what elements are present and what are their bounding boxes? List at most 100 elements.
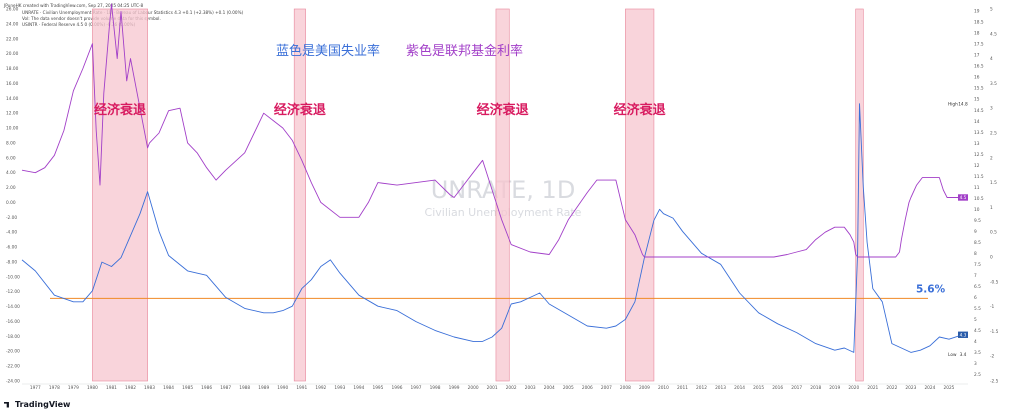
inner-axis-tick-label: 4.5	[974, 328, 981, 334]
x-axis-tick-label: 1979	[68, 385, 79, 391]
right-axis-tick-label: 0.5	[990, 230, 997, 236]
x-axis-tick-label: 2016	[772, 385, 783, 391]
price-high-text: High	[948, 101, 958, 107]
left-axis-tick-label: -12.00	[6, 289, 20, 295]
recession-band	[495, 8, 510, 382]
left-axis-tick-label: 24.00	[6, 21, 19, 27]
left-axis-tick-label: -8.00	[6, 259, 17, 265]
x-axis-tick-label: 2023	[905, 385, 916, 391]
x-axis-tick-label: 2006	[582, 385, 593, 391]
price-low-text: Low	[948, 352, 957, 358]
x-axis-tick-label: 2025	[943, 385, 954, 391]
inner-axis-tick-label: 5.5	[974, 306, 981, 312]
inner-axis-tick-label: 16	[974, 75, 980, 81]
right-axis-tick-label: -2	[990, 354, 995, 360]
left-axis-tick-label: -16.00	[6, 319, 20, 325]
inner-axis-tick-label: 7	[974, 273, 977, 279]
right-axis-tick-label: -2.5	[990, 379, 999, 385]
right-axis-tick-label: -1.5	[990, 329, 999, 335]
x-axis-tick-label: 2011	[677, 385, 688, 391]
legend-fed-rate-label: 紫色是联邦基金利率	[406, 43, 523, 59]
left-axis-tick-label: 4.00	[6, 170, 16, 176]
x-axis-tick-label: 2021	[867, 385, 878, 391]
right-axis-tick-label: -0.5	[990, 279, 999, 285]
inner-axis-tick-label: 8	[974, 251, 977, 257]
left-axis-tick-label: -2.00	[6, 215, 17, 221]
right-axis-tick-label: 0	[990, 255, 993, 261]
left-axis-tick-label: 8.00	[6, 140, 16, 146]
reference-hline-label: 5.6%	[916, 283, 946, 295]
x-axis-tick-label: 2017	[791, 385, 802, 391]
x-axis-tick-label: 2003	[525, 385, 536, 391]
left-axis-tick-label: 0.00	[6, 200, 16, 206]
x-axis-tick-label: 1984	[163, 385, 174, 391]
right-axis-tick-label: 4.5	[990, 31, 997, 37]
recession-label: 经济衰退	[477, 102, 529, 118]
right-axis-tick-label: 5	[990, 7, 993, 13]
right-axis-tick-label: 1.5	[990, 180, 997, 186]
x-axis-tick-label: 1989	[258, 385, 269, 391]
x-axis-tick-label: 1993	[334, 385, 345, 391]
unemployment-rate-line	[21, 103, 963, 353]
recession-label: 经济衰退	[94, 102, 146, 118]
left-axis-tick-label: 2.00	[6, 185, 16, 191]
inner-axis-tick-label: 6	[974, 295, 977, 301]
author-line: JPuneHK created with TradingView.com, Se…	[4, 3, 144, 8]
x-axis-tick-label: 2020	[848, 385, 859, 391]
x-axis-tick-label: 2000	[468, 385, 479, 391]
x-axis-tick-label: 1981	[106, 385, 117, 391]
x-axis-tick-label: 2012	[696, 385, 707, 391]
inner-axis-tick-label: 17	[974, 53, 980, 59]
left-axis-tick-label: 18.00	[6, 66, 19, 72]
x-axis-tick-label: 2014	[734, 385, 745, 391]
left-axis-tick-label: -6.00	[6, 245, 17, 251]
x-axis-tick-label: 1987	[220, 385, 231, 391]
inner-axis-tick-label: 14.5	[974, 108, 984, 114]
x-axis-tick-label: 1997	[411, 385, 422, 391]
left-axis-tick-label: -18.00	[6, 334, 20, 340]
inner-axis-tick-label: 10.5	[974, 196, 984, 202]
inner-axis-tick-label: 19	[974, 9, 980, 15]
left-axis-tick-label: 6.00	[6, 155, 16, 161]
recession-band	[92, 8, 148, 382]
price-fed-last-value: 4.5	[960, 195, 967, 201]
recession-band	[855, 8, 864, 382]
inner-axis-tick-label: 16.5	[974, 64, 984, 70]
inner-axis-tick-label: 15.5	[974, 86, 984, 92]
recession-band	[293, 8, 306, 382]
left-axis-tick-label: 12.00	[6, 111, 19, 117]
right-axis-tick-label: 4	[990, 56, 993, 62]
right-axis-tick-label: -1	[990, 304, 995, 310]
volume-note-line: Vol: The data vendor doesn't provide vol…	[22, 16, 161, 21]
x-axis-tick-label: 1985	[182, 385, 193, 391]
x-axis-tick-label: 1992	[315, 385, 326, 391]
inner-axis-tick-label: 3.5	[974, 350, 981, 356]
inner-axis-tick-label: 12	[974, 163, 980, 169]
x-axis-tick-label: 2009	[639, 385, 650, 391]
x-axis-tick-label: 2010	[658, 385, 669, 391]
series2-legend-line: USINTR · Federal Reserve 4.5 0 (0.00%) -…	[22, 22, 136, 27]
inner-axis-tick-label: 9	[974, 229, 977, 235]
inner-axis-tick-label: 5	[974, 317, 977, 323]
price-low-value: 3.4	[960, 352, 967, 358]
x-axis-tick-label: 2004	[544, 385, 555, 391]
left-axis-tick-label: -4.00	[6, 230, 17, 236]
x-axis-tick-label: 1980	[87, 385, 98, 391]
x-axis-tick-label: 2015	[753, 385, 764, 391]
x-axis-tick-label: 1983	[144, 385, 155, 391]
left-axis-tick-label: -14.00	[6, 304, 20, 310]
price-unrate-last-value: 4.3	[960, 332, 967, 338]
left-axis-tick-label: -10.00	[6, 274, 20, 280]
inner-axis-tick-label: 7.5	[974, 262, 981, 268]
x-axis-tick-label: 1978	[49, 385, 60, 391]
x-axis-tick-label: 1977	[30, 385, 41, 391]
inner-axis-tick-label: 18	[974, 31, 980, 37]
inner-axis-tick-label: 13	[974, 141, 980, 147]
left-axis-tick-label: 22.00	[6, 36, 19, 42]
right-axis-tick-label: 2.5	[990, 131, 997, 137]
inner-axis-tick-label: 10	[974, 207, 980, 213]
x-axis-tick-label: 2005	[563, 385, 574, 391]
inner-axis-tick-label: 11.5	[974, 174, 984, 180]
inner-axis-tick-label: 18.5	[974, 20, 984, 26]
